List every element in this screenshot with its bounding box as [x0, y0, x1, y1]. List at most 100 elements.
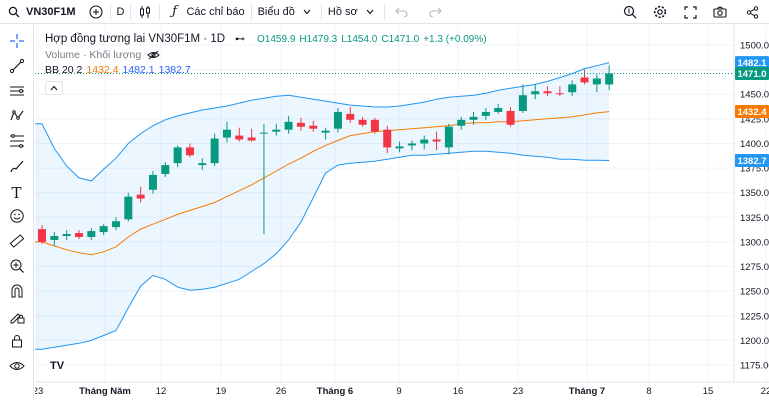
search-icon: [6, 4, 22, 20]
candle: [481, 108, 490, 120]
lock-icon: [9, 333, 25, 354]
undo-icon: [394, 4, 410, 20]
legend-bb-label[interactable]: BB 20 2: [45, 64, 83, 76]
indicators-button[interactable]: ƒ Các chỉ báo: [160, 0, 250, 24]
indicators-label: Các chỉ báo: [186, 5, 245, 18]
chart-pane[interactable]: 1500.001475.001450.001425.001400.001375.…: [33, 25, 769, 400]
time-tick-label: 12: [156, 386, 167, 397]
legend-volume-label[interactable]: Volume · Khối lượng: [45, 48, 142, 61]
legend-collapse-button[interactable]: [45, 81, 63, 95]
candle-body: [99, 226, 108, 233]
fib-retracement-icon: [9, 133, 25, 154]
candle: [235, 127, 244, 142]
tradingview-logo[interactable]: TV: [50, 360, 65, 372]
candle-body: [481, 111, 490, 116]
undo-button[interactable]: [385, 0, 419, 24]
share-button[interactable]: [735, 0, 769, 24]
redo-button[interactable]: [419, 0, 453, 24]
legend-open: O1459.9: [257, 34, 296, 45]
candle: [222, 121, 231, 143]
candle: [444, 123, 453, 155]
chevron-down-icon: [299, 4, 315, 20]
svg-text:1432.4: 1432.4: [737, 107, 767, 118]
fullscreen-icon: [682, 4, 698, 20]
brush-icon: [9, 158, 25, 179]
legend-more-icon[interactable]: ⊷: [235, 34, 246, 45]
candle-body: [346, 113, 355, 120]
snapshot-button[interactable]: [705, 0, 735, 24]
candle-body: [531, 91, 540, 95]
eye-hidden-icon[interactable]: [145, 47, 161, 63]
quick-search-button[interactable]: [615, 0, 645, 24]
measure-tool[interactable]: [6, 233, 28, 253]
fib-tool[interactable]: [6, 133, 28, 153]
crosshair-tool[interactable]: [6, 33, 28, 53]
text-tool[interactable]: T: [6, 183, 28, 203]
chart-type-dropdown[interactable]: Biểu đồ: [252, 0, 321, 24]
settings-button[interactable]: [645, 0, 675, 24]
pattern-tool[interactable]: [6, 108, 28, 128]
price-tick-label: 1325.00: [740, 213, 769, 224]
pencil-lock-icon: [9, 308, 25, 329]
top-toolbar-right: [615, 0, 769, 24]
candle-style-button[interactable]: [131, 0, 159, 24]
zoom-in-tool[interactable]: [6, 258, 28, 278]
symbol-label: VN30F1M: [26, 5, 76, 18]
brush-tool[interactable]: [6, 158, 28, 178]
fullscreen-button[interactable]: [675, 0, 705, 24]
price-tick-label: 1450.00: [740, 90, 769, 101]
camera-icon: [712, 4, 728, 20]
price-tick-label: 1350.00: [740, 188, 769, 199]
time-tick-label: Tháng 6: [317, 386, 353, 397]
toolbar-divider: [250, 3, 252, 20]
time-tick-label: 8: [646, 386, 651, 397]
legend-bb-lower: 1382.7: [158, 64, 191, 76]
visibility-tool[interactable]: [6, 358, 28, 378]
trend-line-tool[interactable]: [6, 58, 28, 78]
top-toolbar: VN30F1M D ƒ Các chỉ báo Biểu đồ: [0, 0, 769, 24]
horizontal-lines-tool[interactable]: [6, 83, 28, 103]
price-tick-label: 1425.00: [740, 114, 769, 125]
candle-body: [161, 165, 170, 174]
horizontal-lines-icon: [9, 83, 25, 104]
candle: [568, 80, 577, 97]
legend-high: H1479.3: [299, 34, 338, 45]
time-tick-label: 23: [35, 386, 43, 397]
candle-body: [420, 139, 429, 144]
lock-drawing-tool[interactable]: [6, 308, 28, 328]
lock-tool[interactable]: [6, 333, 28, 353]
price-axis[interactable]: 1500.001475.001450.001425.001400.001375.…: [740, 41, 769, 372]
candle-body: [173, 147, 182, 164]
time-tick-label: 23: [513, 386, 524, 397]
legend-title[interactable]: Hợp đồng tương lai VN30F1M · 1D: [45, 33, 226, 45]
candle-body: [444, 126, 453, 148]
time-axis[interactable]: 23 Tháng Năm 12 19 26 Tháng 6 9 16 23 Tháng 7 8 15 2…: [33, 386, 769, 397]
candle-body: [605, 73, 614, 85]
magnet-tool[interactable]: [6, 283, 28, 303]
candle-body: [457, 119, 466, 126]
candle-body: [124, 196, 133, 220]
candle-body: [136, 194, 145, 199]
candle: [469, 111, 478, 125]
legend-volume-row: Volume · Khối lượng: [45, 47, 487, 63]
price-tick-label: 1250.00: [740, 287, 769, 298]
profile-dropdown[interactable]: Hồ sơ: [322, 0, 384, 24]
trend-line-icon: [9, 58, 25, 79]
drawing-toolbar: T: [0, 25, 34, 400]
toolbar-divider: [320, 3, 322, 20]
candle: [580, 69, 589, 85]
candle: [321, 127, 330, 140]
price-chart[interactable]: 1500.001475.001450.001425.001400.001375.…: [33, 25, 769, 400]
zoom-search-icon: [622, 4, 638, 20]
candle: [74, 230, 83, 239]
candle-body: [358, 119, 367, 125]
symbol-search[interactable]: VN30F1M: [0, 0, 82, 24]
time-tick-label: Tháng Năm: [79, 386, 131, 397]
emoji-tool[interactable]: [6, 208, 28, 228]
svg-text:1482.1: 1482.1: [737, 58, 767, 69]
compare-symbol-button[interactable]: [82, 0, 110, 24]
interval-button[interactable]: D: [111, 0, 131, 24]
zoom-in-icon: [9, 258, 25, 279]
